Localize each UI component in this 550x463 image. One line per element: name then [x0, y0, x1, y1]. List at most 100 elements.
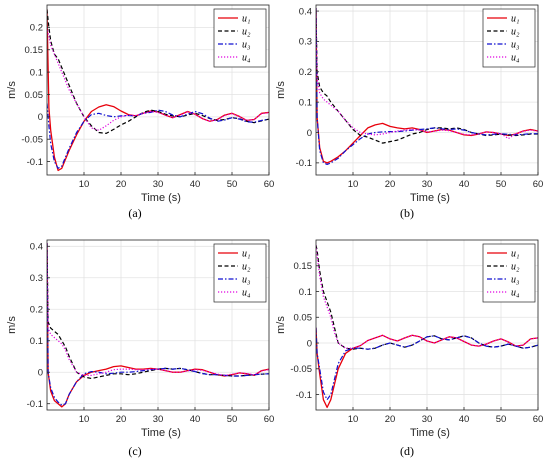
x-tick-label: 60	[533, 179, 544, 190]
legend-label-u3: u₃	[242, 40, 251, 51]
series-group	[47, 9, 269, 172]
legend-label-u1: u₁	[511, 14, 519, 25]
series-line-u3	[47, 243, 269, 406]
x-tick-label: 50	[496, 179, 507, 190]
x-tick-label: 40	[190, 414, 201, 425]
y-tick-label: 0.15	[25, 45, 44, 56]
x-tick-label: 20	[385, 414, 396, 425]
y-tick-label: 0.15	[294, 261, 313, 272]
x-tick-label: 20	[116, 179, 127, 190]
y-tick-label: 0.1	[30, 67, 43, 78]
x-axis-label: Time (s)	[141, 427, 181, 439]
chart-panel-2: 10 20 30 40 50 60 -0.1 0 0.1 0.2 0.3 0.4 Time (s) m/s…	[275, 4, 544, 220]
x-tick-label: 20	[385, 179, 396, 190]
y-tick-label: 0.3	[30, 273, 43, 284]
series-line-u2	[47, 243, 269, 380]
x-tick-label: 50	[227, 414, 238, 425]
x-tick-label: 40	[459, 414, 470, 425]
legend-label-u4: u₄	[242, 288, 251, 299]
x-tick-label: 20	[116, 414, 127, 425]
x-tick-label: 60	[533, 414, 544, 425]
y-tick-label: 0.1	[299, 287, 312, 298]
y-tick-label: -0.05	[290, 364, 312, 375]
y-tick-label: 0	[38, 368, 43, 379]
legend-label-u4: u₄	[511, 53, 520, 64]
legend-label-u1: u₁	[242, 14, 250, 25]
panel-caption: (b)	[400, 206, 414, 220]
x-tick-label: 10	[348, 414, 359, 425]
legend-box	[213, 243, 267, 303]
x-tick-label: 30	[153, 414, 164, 425]
chart-panel-4: 10 20 30 40 50 60 -0.1 -0.05 0 0.05 0.1 0.15 Time (s…	[275, 239, 544, 458]
y-tick-label: -0.1	[296, 390, 312, 401]
y-tick-label: 0.2	[30, 23, 43, 34]
x-tick-label: 30	[422, 414, 433, 425]
chart-panel-1: 10 20 30 40 50 60 -0.1 -0.05 0 0.05 0.1 0.15 0.2 Time…	[6, 4, 275, 220]
y-tick-label: 0.4	[30, 242, 43, 253]
x-tick-label: 60	[264, 414, 275, 425]
y-tick-label: 0.05	[294, 313, 313, 324]
legend: u₁ u₂ u₃ u₄	[482, 8, 536, 68]
x-tick-label: 60	[264, 179, 275, 190]
y-tick-label: 0	[307, 338, 312, 349]
series-line-u4	[316, 245, 538, 349]
legend-box	[482, 8, 536, 68]
legend: u₁ u₂ u₃ u₄	[213, 8, 267, 68]
y-tick-label: -0.1	[296, 158, 312, 169]
y-tick-label: 0.2	[30, 305, 43, 316]
x-tick-label: 50	[227, 179, 238, 190]
panel-caption: (c)	[128, 444, 141, 458]
legend-label-u3: u₃	[511, 40, 520, 51]
legend-label-u1: u₁	[511, 249, 519, 260]
x-axis-label: Time (s)	[410, 192, 450, 204]
x-tick-label: 10	[348, 179, 359, 190]
legend-label-u3: u₃	[242, 275, 251, 286]
y-tick-label: -0.1	[27, 399, 43, 410]
series-line-u4	[47, 243, 269, 376]
y-tick-label: 0.3	[299, 37, 312, 48]
x-tick-label: 40	[190, 179, 201, 190]
legend-label-u2: u₂	[242, 262, 251, 273]
legend-box	[213, 8, 267, 68]
chart-panel-3: 10 20 30 40 50 60 -0.1 0 0.1 0.2 0.3 0.4 Time (s) m/s…	[6, 239, 275, 458]
legend-label-u4: u₄	[511, 288, 520, 299]
y-axis-label: m/s	[6, 81, 18, 99]
x-tick-label: 40	[459, 179, 470, 190]
y-tick-label: 0.1	[30, 336, 43, 347]
panel-caption: (d)	[400, 444, 414, 458]
legend-label-u2: u₂	[511, 27, 520, 38]
series-line-u4	[316, 11, 538, 140]
y-tick-label: 0.4	[299, 6, 312, 17]
y-tick-label: 0.1	[299, 97, 312, 108]
x-tick-label: 30	[422, 179, 433, 190]
legend-label-u4: u₄	[242, 53, 251, 64]
x-tick-label: 10	[79, 414, 90, 425]
x-tick-label: 10	[79, 179, 90, 190]
series-line-u1	[47, 9, 269, 172]
series-line-u1	[316, 7, 538, 164]
legend-label-u3: u₃	[511, 275, 520, 286]
x-axis-label: Time (s)	[410, 427, 450, 439]
y-tick-label: 0.2	[299, 67, 312, 78]
y-tick-label: 0	[307, 128, 312, 139]
panel-caption: (a)	[128, 206, 141, 220]
y-tick-label: 0.05	[25, 90, 44, 101]
series-group	[316, 245, 538, 409]
series-group	[47, 243, 269, 408]
x-axis-label: Time (s)	[141, 192, 181, 204]
y-tick-label: -0.1	[27, 157, 43, 168]
legend-label-u1: u₁	[242, 249, 250, 260]
series-line-u2	[316, 11, 538, 144]
y-axis-label: m/s	[6, 316, 18, 334]
legend-label-u2: u₂	[511, 262, 520, 273]
y-axis-label: m/s	[275, 81, 287, 99]
legend: u₁ u₂ u₃ u₄	[482, 243, 536, 303]
x-tick-label: 30	[153, 179, 164, 190]
y-tick-label: -0.05	[21, 135, 43, 146]
series-line-u3	[47, 103, 269, 169]
legend-label-u2: u₂	[242, 27, 251, 38]
x-tick-label: 50	[496, 414, 507, 425]
y-tick-label: 0	[38, 112, 43, 123]
series-line-u3	[316, 327, 538, 401]
